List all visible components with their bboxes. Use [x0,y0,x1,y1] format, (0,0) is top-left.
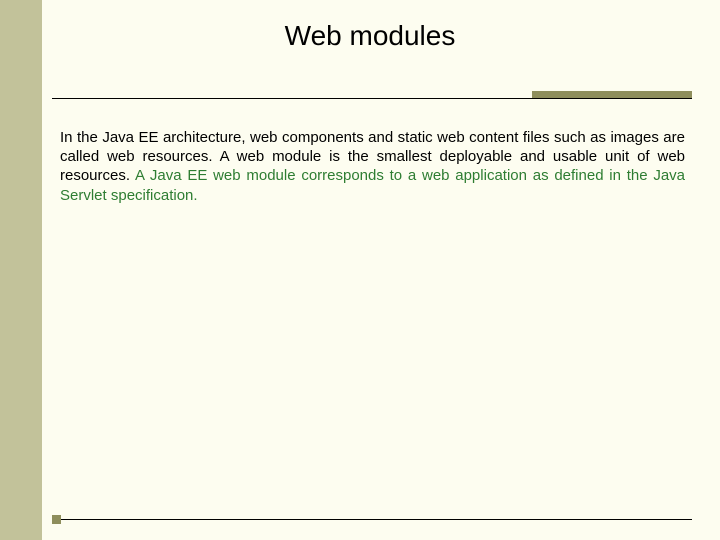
left-sidebar [0,0,42,540]
body-paragraph: In the Java EE architecture, web compone… [60,128,685,205]
title-underline [52,98,692,99]
slide-title: Web modules [60,20,680,52]
footer-rule [52,519,692,520]
footer-bullet-icon [52,515,61,524]
body-text-highlight: A Java EE web module corresponds to a we… [60,167,685,203]
slide: Web modules In the Java EE architecture,… [0,0,720,540]
